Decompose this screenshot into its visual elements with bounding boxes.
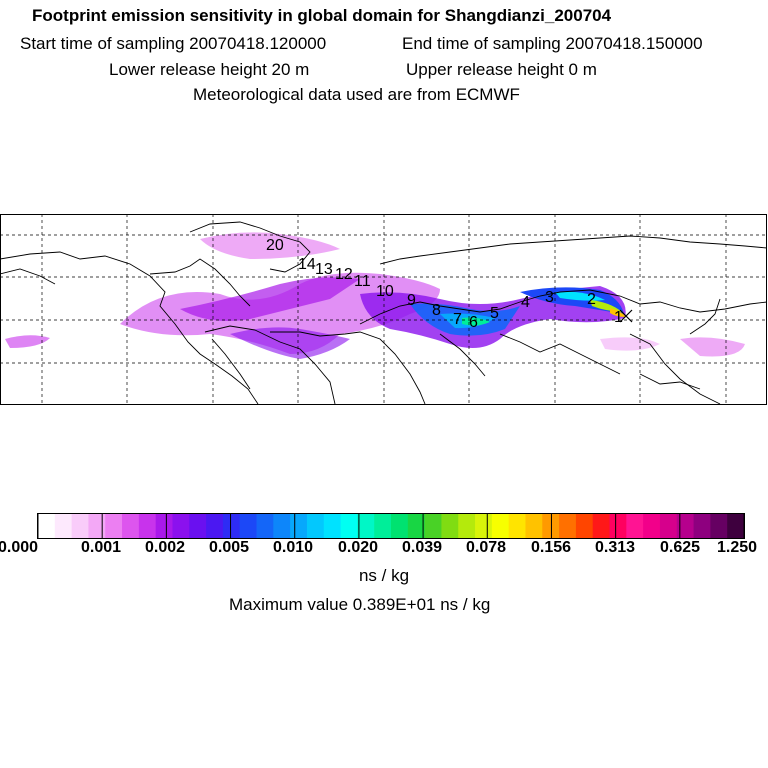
plot-title: Footprint emission sensitivity in global… — [32, 6, 612, 25]
colorbar-tick: 0.625 — [659, 539, 701, 556]
graticule — [0, 214, 767, 405]
colorbar-swatch — [357, 514, 375, 538]
trajectory-label: 20 — [266, 237, 284, 254]
footprint-map: 1 2 3 4 5 6 7 8 9 10 11 12 13 14 20 — [0, 214, 768, 405]
trajectory-label: 13 — [315, 261, 333, 278]
colorbar-swatch — [676, 514, 695, 538]
colorbar-swatch — [693, 514, 711, 538]
colorbar-tick: 0.002 — [144, 539, 186, 556]
colorbar-swatch — [609, 514, 627, 538]
trajectory-label: 6 — [469, 314, 478, 331]
colorbar-swatch — [592, 514, 611, 538]
colorbar-swatch — [323, 514, 342, 538]
colorbar-swatch — [407, 514, 426, 538]
colorbar-tick: 0.000 — [0, 539, 39, 556]
colorbar-swatch — [508, 514, 526, 538]
colorbar-swatch — [172, 514, 190, 538]
upper-release-height: Upper release height 0 m — [406, 60, 597, 79]
colorbar-swatch — [575, 514, 594, 538]
colorbar-swatch — [491, 514, 510, 538]
coastlines — [0, 221, 768, 405]
trajectory-label: 14 — [298, 256, 316, 273]
colorbar-tick: 0.001 — [80, 539, 122, 556]
lower-release-height: Lower release height 20 m — [109, 60, 310, 79]
meteorological-data-source: Meteorological data used are from ECMWF — [193, 85, 520, 104]
trajectory-label: 7 — [453, 311, 462, 328]
colorbar-tick: 0.005 — [208, 539, 250, 556]
trajectory-label: 8 — [432, 302, 441, 319]
colorbar-tick: 0.078 — [465, 539, 507, 556]
trajectory-label: 2 — [587, 291, 596, 308]
trajectory-label: 11 — [354, 273, 371, 290]
colorbar-swatch — [155, 514, 173, 538]
colorbar-swatch — [525, 514, 543, 538]
trajectory-label: 1 — [614, 309, 623, 326]
colorbar-tick: 0.020 — [337, 539, 379, 556]
colorbar-swatch — [189, 514, 207, 538]
colorbar — [37, 513, 745, 539]
colorbar-swatch — [727, 514, 745, 538]
sensitivity-field — [5, 232, 745, 359]
colorbar-swatch — [374, 514, 392, 538]
colorbar-swatch — [659, 514, 678, 538]
colorbar-swatch — [391, 514, 409, 538]
colorbar-swatch — [441, 514, 459, 538]
colorbar-swatch — [710, 514, 728, 538]
trajectory-label: 10 — [376, 283, 394, 300]
colorbar-swatch — [239, 514, 258, 538]
colorbar-swatch — [105, 514, 123, 538]
colorbar-tick: 1.250 — [716, 539, 758, 556]
trajectory-label: 4 — [521, 294, 530, 311]
colorbar-swatch — [206, 514, 224, 538]
colorbar-swatch — [122, 514, 140, 538]
colorbar-swatch — [273, 514, 291, 538]
colorbar-swatch — [88, 514, 106, 538]
colorbar-swatch — [54, 514, 73, 538]
trajectory-label: 5 — [490, 305, 499, 322]
trajectory-label: 12 — [335, 266, 353, 283]
colorbar-units: ns / kg — [358, 566, 410, 585]
sampling-start-time: Start time of sampling 20070418.120000 — [20, 34, 327, 53]
colorbar-swatch — [256, 514, 274, 538]
colorbar-swatch — [559, 514, 577, 538]
colorbar-swatch — [424, 514, 442, 538]
maximum-value: Maximum value 0.389E+01 ns / kg — [229, 595, 491, 614]
colorbar-tick: 0.313 — [594, 539, 636, 556]
colorbar-swatch — [542, 514, 560, 538]
colorbar-swatch — [138, 514, 157, 538]
colorbar-swatch — [643, 514, 661, 538]
colorbar-swatch — [38, 514, 56, 538]
colorbar-swatch — [458, 514, 476, 538]
colorbar-swatch — [475, 514, 493, 538]
colorbar-swatch — [71, 514, 89, 538]
colorbar-swatch — [340, 514, 358, 538]
colorbar-swatch — [626, 514, 644, 538]
colorbar-swatch — [290, 514, 308, 538]
colorbar-tick: 0.010 — [272, 539, 314, 556]
station-marker — [619, 309, 633, 323]
colorbar-swatch — [306, 514, 325, 538]
colorbar-border — [37, 513, 745, 539]
colorbar-tick: 0.156 — [530, 539, 572, 556]
colorbar-tick: 0.039 — [401, 539, 443, 556]
sampling-end-time: End time of sampling 20070418.150000 — [402, 34, 703, 53]
trajectory-label: 9 — [407, 292, 416, 309]
colorbar-swatch — [222, 514, 241, 538]
trajectory-label: 3 — [545, 289, 554, 306]
